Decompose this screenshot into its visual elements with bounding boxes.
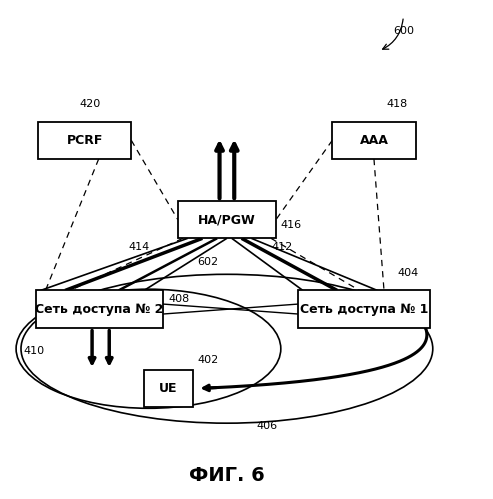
Text: 410: 410 (24, 346, 44, 356)
Text: 404: 404 (397, 268, 419, 278)
Text: ФИГ. 6: ФИГ. 6 (189, 466, 265, 485)
Text: 402: 402 (198, 355, 219, 365)
Text: HA/PGW: HA/PGW (198, 213, 256, 226)
Text: 412: 412 (271, 242, 292, 252)
FancyBboxPatch shape (298, 290, 430, 328)
Text: 418: 418 (387, 99, 408, 109)
Text: 602: 602 (198, 257, 218, 267)
Text: UE: UE (159, 382, 177, 395)
FancyBboxPatch shape (35, 290, 163, 328)
Text: PCRF: PCRF (67, 134, 103, 147)
Text: 416: 416 (281, 220, 302, 230)
Text: Сеть доступа № 2: Сеть доступа № 2 (35, 302, 164, 315)
Text: 408: 408 (168, 294, 189, 304)
FancyBboxPatch shape (143, 370, 193, 407)
Text: AAA: AAA (359, 134, 388, 147)
Text: 420: 420 (80, 99, 101, 109)
Text: Сеть доступа № 1: Сеть доступа № 1 (300, 302, 428, 315)
Text: 414: 414 (129, 242, 150, 252)
Text: 406: 406 (256, 421, 278, 431)
FancyBboxPatch shape (38, 122, 131, 159)
FancyBboxPatch shape (178, 201, 276, 239)
FancyBboxPatch shape (332, 122, 416, 159)
Text: 600: 600 (393, 26, 415, 36)
